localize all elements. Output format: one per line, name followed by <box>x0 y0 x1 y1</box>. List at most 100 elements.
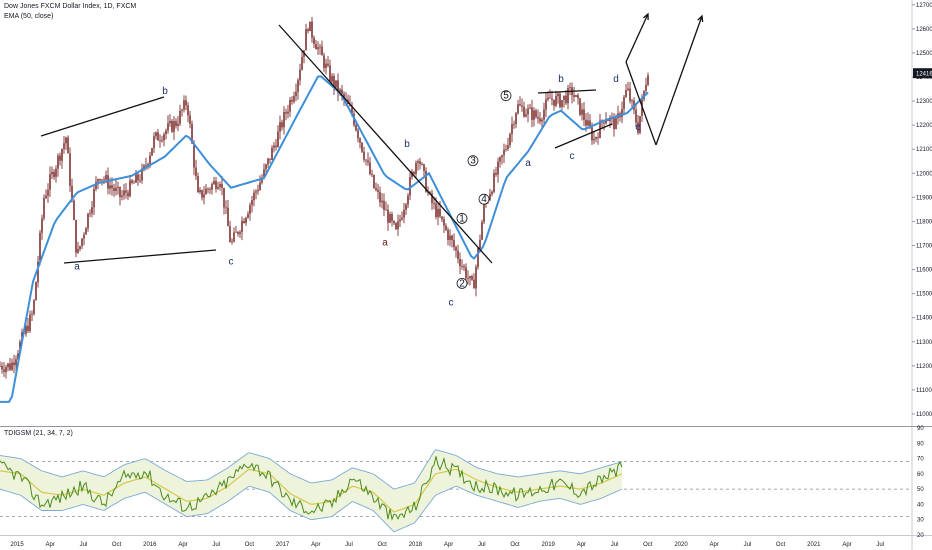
price-tick-label: 11500 <box>916 292 932 298</box>
price-tick-label: 12300 <box>916 99 932 105</box>
candle-body <box>597 137 599 138</box>
indicator-upper-band <box>0 449 623 490</box>
candle-body <box>299 69 301 81</box>
candle-body <box>181 109 183 111</box>
wave-label: b <box>162 86 168 97</box>
candle-body <box>139 180 141 182</box>
candle-body <box>29 314 31 331</box>
candle-body <box>567 88 569 104</box>
candle-body <box>121 195 123 198</box>
candle-body <box>47 189 49 196</box>
candle-body <box>33 300 35 314</box>
time-tick-label: 2016 <box>143 542 157 548</box>
candle-body <box>129 180 131 197</box>
candle-body <box>423 164 425 171</box>
candle-body <box>377 189 379 192</box>
candle-body <box>591 127 593 141</box>
candle-body <box>217 187 219 189</box>
candle-body <box>229 226 231 243</box>
candle-body <box>333 76 335 88</box>
candle-body <box>481 222 483 240</box>
time-tick-label: Oct <box>378 542 388 548</box>
candle-body <box>371 174 373 176</box>
candle-body <box>385 209 387 211</box>
indicator-tick-label: 80 <box>917 441 924 447</box>
ema-legend-label: EMA (50, close) <box>4 13 54 20</box>
candle-body <box>559 93 561 108</box>
candle-body <box>581 109 583 115</box>
candle-body <box>63 143 65 149</box>
candle-body <box>15 359 17 366</box>
wave-label: a <box>382 237 388 248</box>
candle-body <box>211 184 213 190</box>
candle-body <box>99 179 101 181</box>
candle-body <box>341 89 343 94</box>
candle-body <box>531 107 533 120</box>
candle-body <box>355 124 357 131</box>
candle-body <box>135 174 137 183</box>
candle-body <box>125 190 127 193</box>
candle-body <box>563 95 565 101</box>
candle-body <box>171 120 173 132</box>
candle-body <box>115 187 117 191</box>
candle-body <box>109 185 111 189</box>
candle-body <box>615 118 617 130</box>
candle-body <box>503 149 505 156</box>
candle-body <box>315 44 317 50</box>
candle-body <box>527 108 529 115</box>
candle-body <box>403 209 405 218</box>
candle-body <box>317 47 319 50</box>
candle-body <box>381 200 383 203</box>
time-tick-label: Apr <box>444 542 453 548</box>
price-axis: 11000 11100 11200 11300 11400 11500 11600 11700… <box>912 3 932 418</box>
candle-body <box>335 80 337 88</box>
candle-body <box>291 99 293 102</box>
price-tick-label: 12700 <box>916 3 932 9</box>
candle-body <box>87 213 89 229</box>
candle-body <box>43 198 45 219</box>
candle-body <box>259 182 261 190</box>
candle-body <box>543 109 545 120</box>
candle-body <box>127 192 129 197</box>
time-tick-label: Oct <box>643 542 653 548</box>
indicator-axis: 20 30 40 50 60 70 80 90 <box>917 426 924 539</box>
candle-body <box>465 267 467 279</box>
indicator-tick-label: 60 <box>917 472 924 478</box>
ema-line <box>0 75 649 403</box>
indicator-lower-band <box>0 485 623 533</box>
time-tick-label: Oct <box>245 542 255 548</box>
wave-label: 3 <box>470 156 476 167</box>
candle-body <box>183 100 185 110</box>
candle-body <box>491 191 493 195</box>
wave-label: c <box>229 257 234 268</box>
candle-body <box>397 221 399 230</box>
candle-body <box>75 219 77 253</box>
candle-body <box>189 115 191 124</box>
time-tick-label: 2017 <box>276 542 290 548</box>
candle-body <box>267 158 269 165</box>
time-tick-label: Jul <box>744 542 752 548</box>
time-tick-label: Apr <box>577 542 586 548</box>
candle-body <box>247 213 249 218</box>
candle-body <box>161 140 163 142</box>
price-tick-label: 11800 <box>916 219 932 225</box>
indicator-tick-label: 90 <box>917 426 924 432</box>
indicator-band-fill <box>0 449 622 532</box>
candle-body <box>131 180 133 183</box>
candle-body <box>495 172 497 175</box>
candle-body <box>389 214 391 223</box>
candle-body <box>137 174 139 181</box>
wave-number-circle <box>456 213 468 224</box>
candle-body <box>235 231 237 233</box>
price-tick-label: 12200 <box>916 123 932 129</box>
time-tick-label: Jul <box>611 542 619 548</box>
candle-body <box>279 122 281 132</box>
candle-body <box>331 76 333 82</box>
candle-body <box>521 105 523 107</box>
candle-body <box>613 117 615 130</box>
candle-body <box>457 250 459 259</box>
candle-body <box>623 97 625 109</box>
arrowhead <box>642 12 649 21</box>
candle-body <box>541 119 543 122</box>
